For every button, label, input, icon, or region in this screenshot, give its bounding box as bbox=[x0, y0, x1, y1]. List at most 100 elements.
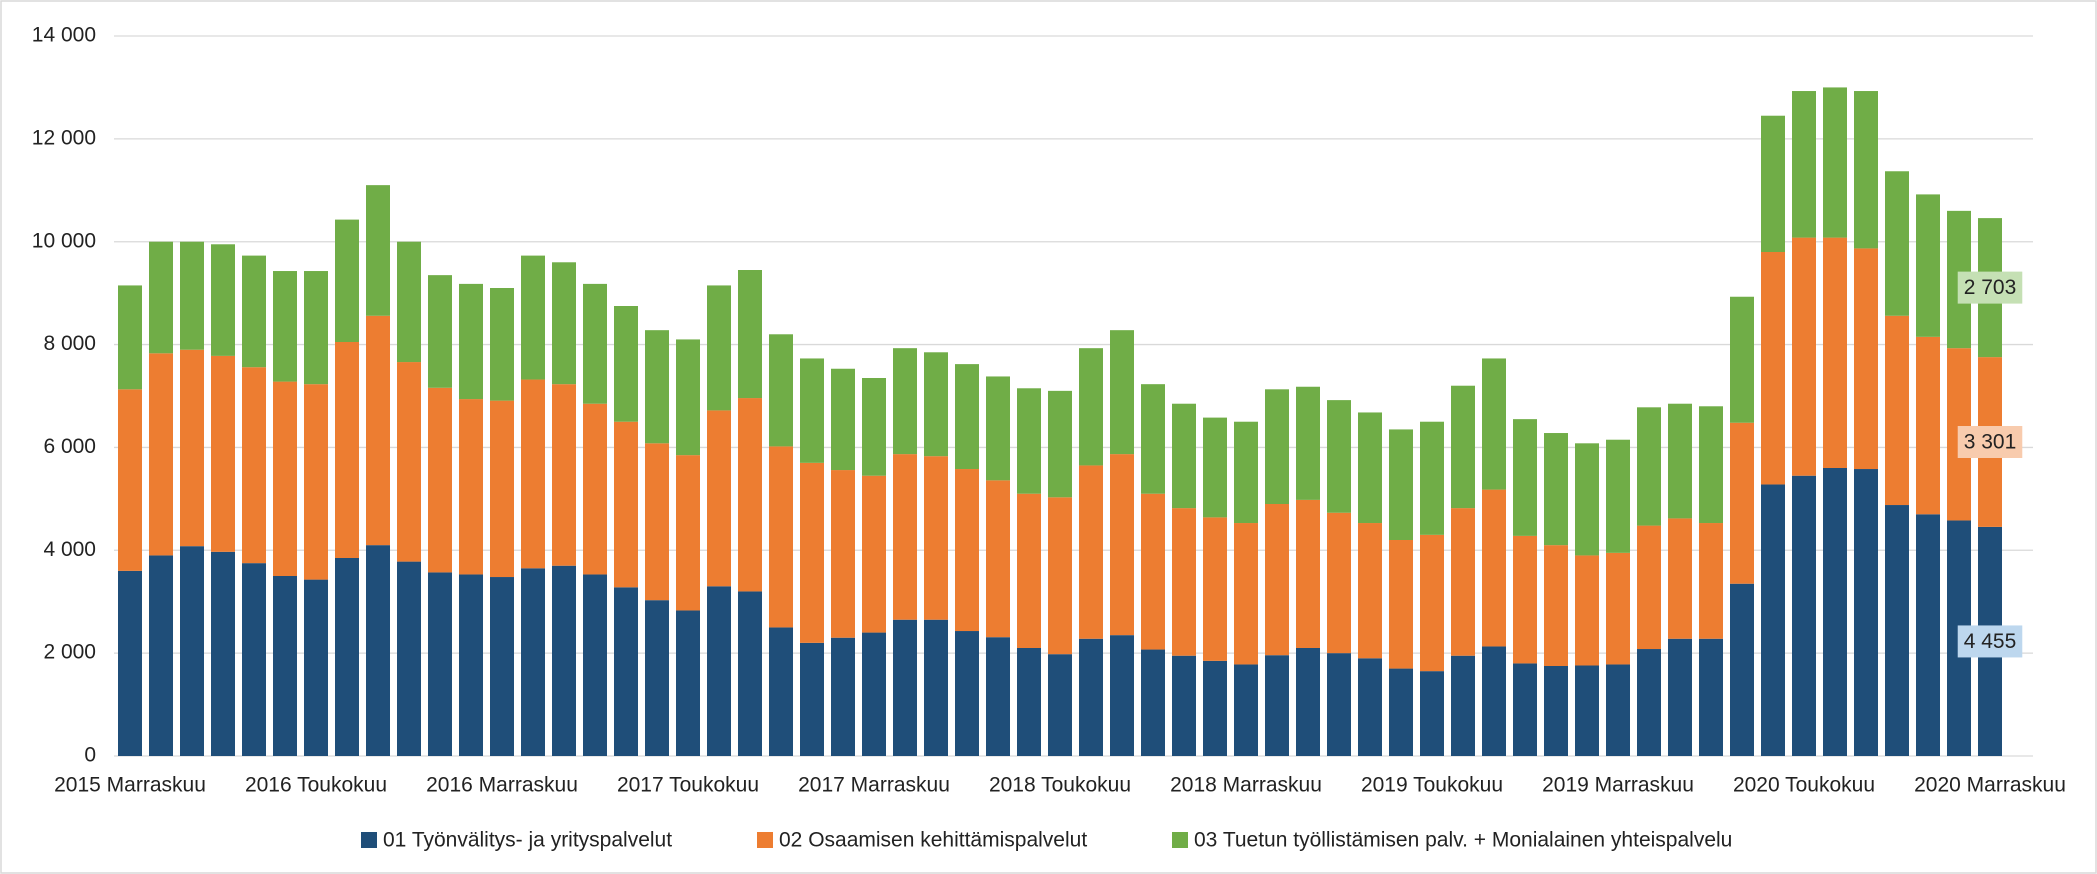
bar-segment bbox=[1296, 648, 1320, 756]
bar-segment bbox=[1482, 646, 1506, 756]
bar-segment bbox=[1575, 443, 1599, 556]
bar-segment bbox=[335, 219, 359, 342]
y-tick-label: 10 000 bbox=[32, 229, 96, 252]
bar-segment bbox=[614, 306, 638, 422]
bar-segment bbox=[428, 572, 452, 756]
bar-segment bbox=[1699, 406, 1723, 524]
bar-segment bbox=[273, 271, 297, 382]
bar-segment bbox=[366, 545, 390, 756]
bar-segment bbox=[1327, 653, 1351, 756]
bar-segment bbox=[118, 389, 142, 571]
bar-segment bbox=[1544, 666, 1568, 756]
bar-segment bbox=[1389, 668, 1413, 756]
bar-segment bbox=[490, 288, 514, 401]
value-label-box bbox=[1957, 426, 2023, 459]
bar-segment bbox=[1017, 388, 1041, 494]
bar-segment bbox=[1110, 330, 1134, 455]
x-tick-label: 2020 Toukokuu bbox=[1733, 774, 1875, 797]
bar-segment bbox=[1296, 499, 1320, 648]
x-tick-label: 2019 Toukokuu bbox=[1361, 774, 1503, 797]
value-label: 4 455 bbox=[1964, 630, 2017, 653]
bar-segment bbox=[1389, 540, 1413, 669]
bar-segment bbox=[1048, 390, 1072, 498]
bar-segment bbox=[1730, 422, 1754, 584]
y-tick-label: 12 000 bbox=[32, 126, 96, 149]
bar-segment bbox=[1079, 465, 1103, 639]
bar-segment bbox=[521, 255, 545, 380]
bar-segment bbox=[769, 446, 793, 628]
bar-segment bbox=[1141, 493, 1165, 650]
x-tick-label: 2017 Marraskuu bbox=[798, 774, 950, 797]
bar-segment bbox=[180, 349, 204, 547]
bar-segment bbox=[862, 378, 886, 476]
x-tick-label: 2015 Marraskuu bbox=[54, 774, 206, 797]
bar-segment bbox=[924, 456, 948, 620]
bar-segment bbox=[955, 469, 979, 632]
bar-segment bbox=[1823, 87, 1847, 238]
bar-segment bbox=[645, 443, 669, 601]
bar-segment bbox=[1358, 658, 1382, 756]
bar-segment bbox=[366, 315, 390, 546]
bar-segment bbox=[180, 241, 204, 350]
bar-segment bbox=[1606, 552, 1630, 665]
bar-segment bbox=[707, 586, 731, 756]
bar-segment bbox=[862, 475, 886, 633]
x-tick-label: 2018 Toukokuu bbox=[989, 774, 1131, 797]
bar-segment bbox=[459, 574, 483, 756]
bar-segment bbox=[738, 591, 762, 756]
bar-segment bbox=[1110, 454, 1134, 636]
bar-segment bbox=[1792, 237, 1816, 476]
bar-segment bbox=[676, 610, 700, 756]
bar-segment bbox=[149, 555, 173, 756]
bar-segment bbox=[800, 358, 824, 463]
bar-segment bbox=[1172, 403, 1196, 509]
bar-segment bbox=[1854, 469, 1878, 756]
bar-segment bbox=[1358, 412, 1382, 524]
bar-segment bbox=[1885, 171, 1909, 316]
bar-segment bbox=[397, 561, 421, 756]
bar-segment bbox=[707, 285, 731, 411]
bar-segment bbox=[273, 381, 297, 576]
x-tick-label: 2018 Marraskuu bbox=[1170, 774, 1322, 797]
bar-segment bbox=[459, 283, 483, 400]
bar-segment bbox=[1513, 419, 1537, 536]
bar-segment bbox=[924, 619, 948, 756]
bar-segment bbox=[1079, 638, 1103, 756]
bar-segment bbox=[1792, 91, 1816, 238]
bar-segment bbox=[397, 362, 421, 562]
legend-swatch bbox=[361, 832, 377, 848]
bar-segment bbox=[149, 353, 173, 556]
bar-segment bbox=[1606, 439, 1630, 553]
bar-segment bbox=[1699, 523, 1723, 639]
x-tick-label: 2020 Marraskuu bbox=[1914, 774, 2066, 797]
bar-segment bbox=[676, 455, 700, 611]
value-label-box bbox=[1957, 271, 2023, 304]
bar-segment bbox=[335, 558, 359, 756]
bar-segment bbox=[1234, 523, 1258, 665]
bar-segment bbox=[1792, 475, 1816, 756]
bar-segment bbox=[831, 470, 855, 638]
y-tick-label: 8 000 bbox=[43, 332, 96, 355]
bar-segment bbox=[459, 399, 483, 575]
bar-segment bbox=[769, 334, 793, 447]
bar-segment bbox=[1761, 115, 1785, 252]
value-label: 3 301 bbox=[1964, 431, 2017, 454]
bar-segment bbox=[955, 364, 979, 470]
y-tick-label: 6 000 bbox=[43, 435, 96, 458]
bar-segment bbox=[118, 285, 142, 390]
bar-segment bbox=[1079, 348, 1103, 466]
bar-segment bbox=[1916, 194, 1940, 337]
bar-segment bbox=[583, 403, 607, 575]
bar-segment bbox=[955, 631, 979, 756]
legend-label: 03 Tuetun työllistämisen palv. + Moniala… bbox=[1194, 829, 1732, 852]
bar-segment bbox=[1606, 664, 1630, 756]
bar-segment bbox=[1234, 664, 1258, 756]
bar-segment bbox=[118, 570, 142, 756]
bar-segment bbox=[1730, 583, 1754, 756]
bar-segment bbox=[1389, 429, 1413, 540]
bar-segment bbox=[428, 387, 452, 573]
bar-segment bbox=[1637, 649, 1661, 756]
bar-segment bbox=[1017, 648, 1041, 756]
bar-segment bbox=[1203, 660, 1227, 756]
